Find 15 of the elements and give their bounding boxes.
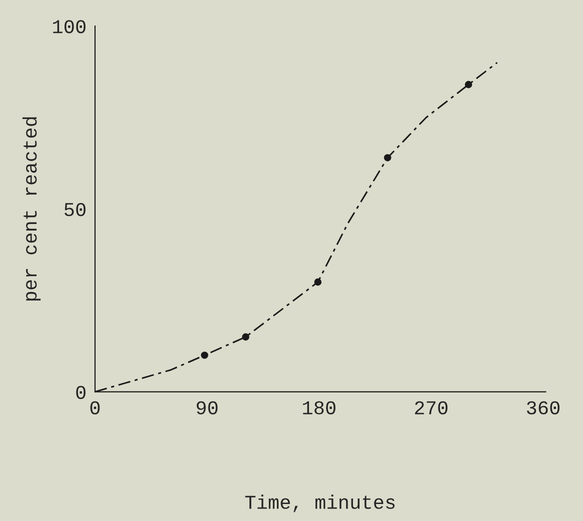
y-tick-label: 100 <box>53 20 86 34</box>
x-tick-label: 180 <box>303 401 336 414</box>
point <box>464 80 472 88</box>
y-tick-label: 0 <box>76 386 86 400</box>
point <box>242 333 250 341</box>
point <box>384 154 392 162</box>
y-tick-label: 50 <box>64 202 86 216</box>
point <box>314 278 322 286</box>
x-tick-label: 90 <box>196 401 218 414</box>
y-axis-title: per cent reacted <box>22 117 41 301</box>
x-axis-title: Time, minutes <box>245 494 395 512</box>
point <box>200 352 208 359</box>
x-tick-label: 360 <box>526 401 560 414</box>
x-tick-label: 270 <box>415 401 448 414</box>
x-tick-label: 0 <box>90 401 100 414</box>
